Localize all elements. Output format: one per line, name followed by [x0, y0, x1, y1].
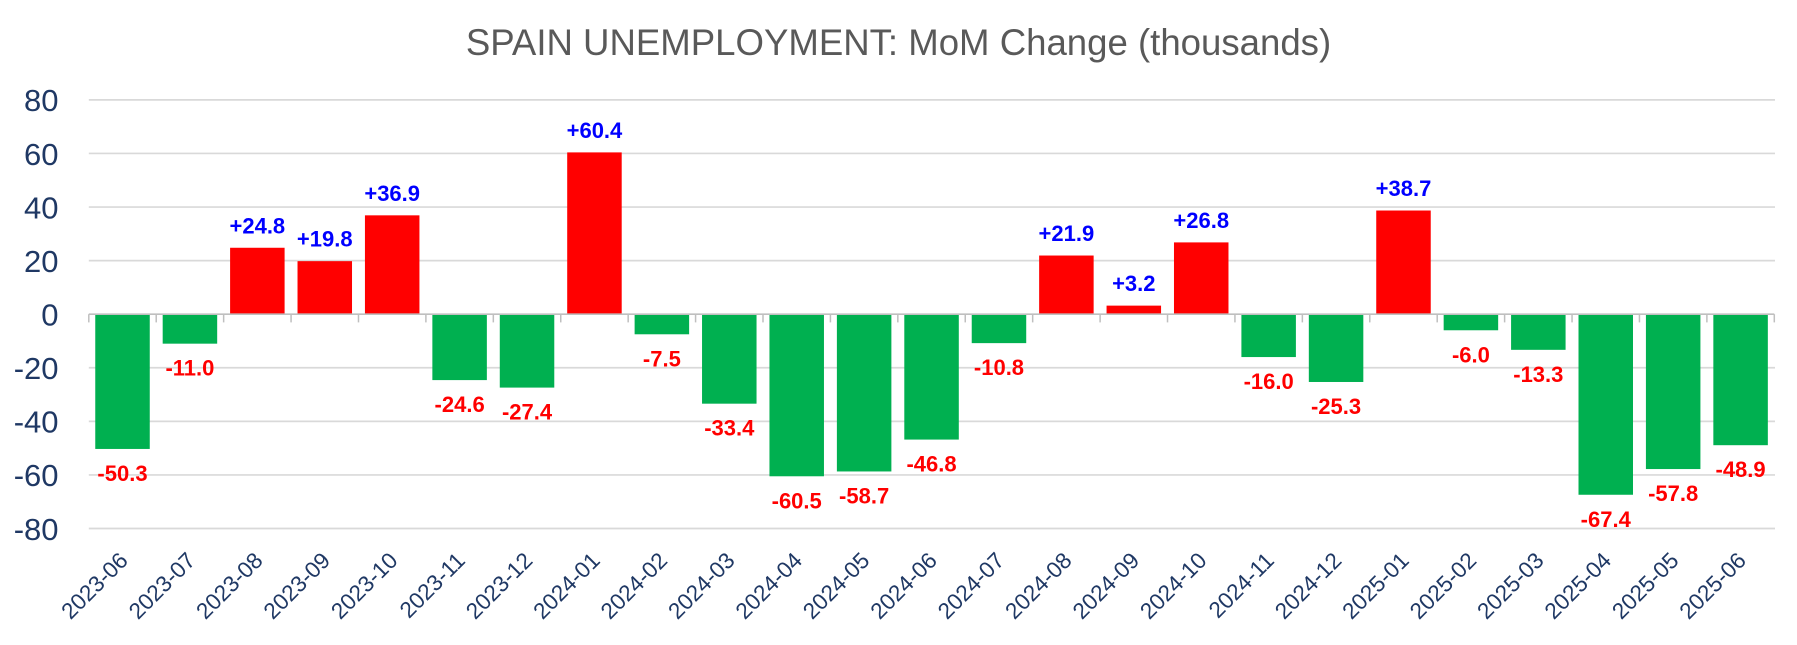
svg-text:-20: -20: [14, 351, 59, 386]
svg-text:+60.4: +60.4: [567, 118, 623, 143]
svg-text:60: 60: [24, 137, 58, 172]
svg-text:-60: -60: [14, 458, 59, 493]
svg-text:-40: -40: [14, 405, 59, 440]
svg-text:-60.5: -60.5: [772, 488, 822, 513]
svg-text:-16.0: -16.0: [1244, 369, 1294, 394]
svg-text:-11.0: -11.0: [165, 356, 214, 381]
svg-text:SPAIN UNEMPLOYMENT: MoM Change: SPAIN UNEMPLOYMENT: MoM Change (thousand…: [466, 22, 1331, 63]
svg-text:20: 20: [24, 244, 58, 279]
svg-text:+38.7: +38.7: [1376, 176, 1432, 201]
svg-text:-13.3: -13.3: [1513, 362, 1563, 387]
svg-text:-6.0: -6.0: [1452, 342, 1490, 367]
svg-text:0: 0: [41, 298, 58, 333]
svg-text:-58.7: -58.7: [839, 483, 889, 508]
svg-text:-46.8: -46.8: [906, 452, 956, 477]
svg-text:+24.8: +24.8: [230, 213, 286, 238]
svg-text:-25.3: -25.3: [1311, 394, 1361, 419]
svg-text:-67.4: -67.4: [1581, 507, 1632, 532]
svg-text:40: 40: [24, 190, 58, 225]
svg-text:+3.2: +3.2: [1112, 271, 1155, 296]
svg-text:-57.8: -57.8: [1648, 481, 1698, 506]
svg-text:+26.8: +26.8: [1173, 208, 1229, 233]
svg-text:+36.9: +36.9: [364, 181, 420, 206]
svg-text:80: 80: [24, 83, 58, 118]
svg-text:+21.9: +21.9: [1039, 221, 1095, 246]
svg-text:-50.3: -50.3: [97, 461, 147, 486]
svg-text:-10.8: -10.8: [974, 355, 1024, 380]
svg-text:-80: -80: [14, 512, 59, 547]
svg-text:-48.9: -48.9: [1716, 457, 1766, 482]
svg-text:-33.4: -33.4: [704, 416, 755, 441]
svg-text:-27.4: -27.4: [502, 400, 553, 425]
svg-text:-24.6: -24.6: [435, 392, 485, 417]
svg-text:+19.8: +19.8: [297, 227, 353, 252]
svg-text:-7.5: -7.5: [643, 346, 681, 371]
